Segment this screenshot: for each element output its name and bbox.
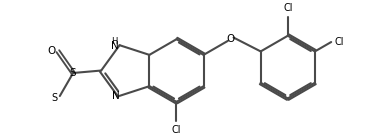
Text: O: O (227, 34, 235, 44)
Text: S: S (70, 68, 76, 78)
Text: Cl: Cl (172, 125, 181, 135)
Text: H: H (112, 37, 118, 46)
Text: N: N (112, 91, 120, 101)
Text: S: S (51, 93, 57, 103)
Text: Cl: Cl (283, 3, 293, 13)
Text: O: O (47, 46, 55, 56)
Text: Cl: Cl (335, 37, 344, 47)
Text: N: N (111, 41, 118, 51)
